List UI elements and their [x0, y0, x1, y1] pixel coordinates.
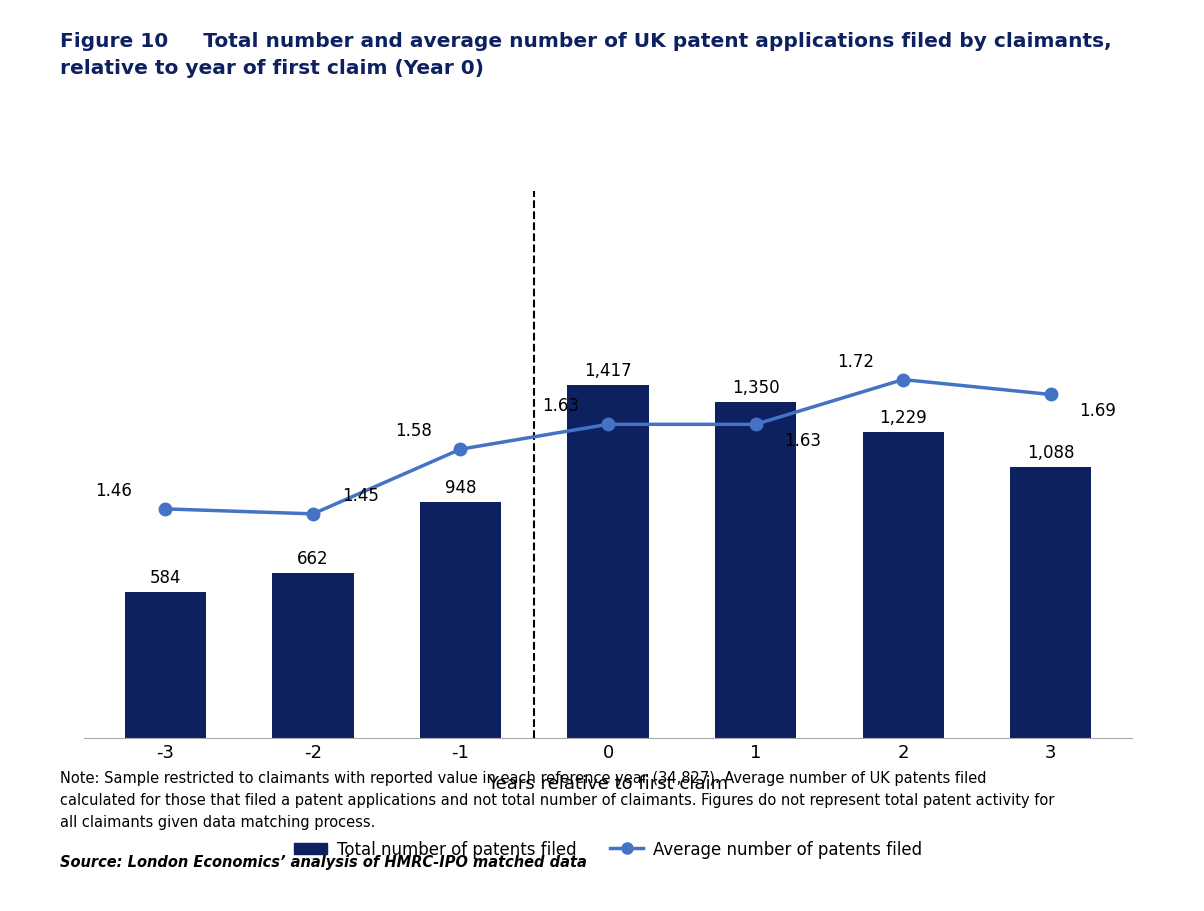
Text: 1.63: 1.63 [784, 432, 821, 450]
Text: 584: 584 [149, 568, 181, 587]
Text: 948: 948 [444, 478, 477, 496]
Text: 1.45: 1.45 [342, 486, 378, 505]
Bar [1010, 467, 1091, 738]
Text: Figure 10     Total number and average number of UK patent applications filed by: Figure 10 Total number and average numbe… [60, 32, 1111, 51]
Text: 662: 662 [297, 549, 329, 568]
Bar [125, 593, 206, 738]
Text: 1,350: 1,350 [732, 378, 779, 396]
Text: 1,088: 1,088 [1027, 444, 1074, 461]
Text: 1,229: 1,229 [879, 408, 927, 426]
X-axis label: Years relative to first claim: Years relative to first claim [488, 774, 728, 793]
Bar [420, 502, 501, 738]
Bar [862, 433, 944, 738]
Text: 1.46: 1.46 [95, 481, 132, 499]
Text: relative to year of first claim (Year 0): relative to year of first claim (Year 0) [60, 59, 484, 78]
Bar [272, 573, 354, 738]
Bar [715, 403, 796, 738]
Text: 1.63: 1.63 [542, 397, 579, 415]
Text: 1,417: 1,417 [584, 362, 632, 380]
Text: Source: London Economics’ analysis of HMRC-IPO matched data: Source: London Economics’ analysis of HM… [60, 855, 588, 869]
Text: 1.69: 1.69 [1080, 402, 1116, 420]
Bar [567, 386, 649, 738]
Text: 1.72: 1.72 [837, 353, 874, 370]
Legend: Total number of patents filed, Average number of patents filed: Total number of patents filed, Average n… [287, 834, 929, 865]
Text: Note: Sample restricted to claimants with reported value in each reference year : Note: Sample restricted to claimants wit… [60, 770, 1055, 829]
Text: 1.58: 1.58 [395, 422, 432, 440]
